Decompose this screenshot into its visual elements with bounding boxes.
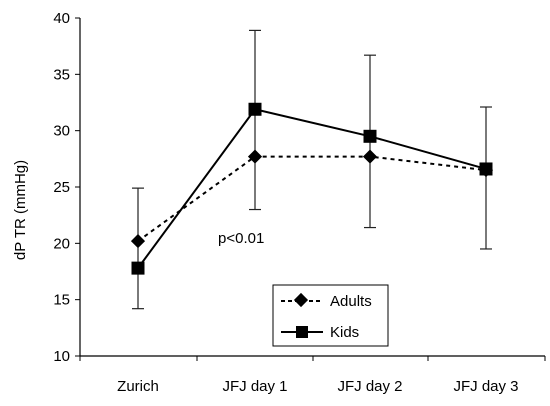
error-bars: [132, 29, 492, 310]
y-tick-label: 30: [53, 123, 70, 140]
data-point-adults: [362, 149, 378, 164]
series-markers: [130, 102, 494, 275]
legend-kids-label: Kids: [330, 324, 359, 341]
legend: Adults Kids: [272, 284, 389, 347]
x-tick-label: JFJ day 3: [453, 378, 518, 395]
series-lines: [137, 108, 487, 269]
x-tick-label: Zurich: [117, 378, 159, 395]
legend-kids-marker: [296, 326, 308, 338]
data-point-adults: [247, 149, 263, 164]
x-tick-label: JFJ day 2: [337, 378, 402, 395]
y-axis-ticks: 10 15 20 25 30 35 40: [53, 10, 80, 365]
data-point-kids: [363, 129, 377, 143]
x-axis-ticks: Zurich JFJ day 1 JFJ day 2 JFJ day 3: [79, 356, 546, 395]
series-line-adults: [137, 155, 487, 242]
x-tick-label: JFJ day 1: [222, 378, 287, 395]
legend-adults-label: Adults: [330, 293, 372, 310]
series-line-kids: [137, 108, 487, 269]
y-tick-label: 25: [53, 179, 70, 196]
y-tick-label: 35: [53, 66, 70, 83]
legend-box: [272, 284, 389, 347]
data-point-kids: [131, 261, 145, 275]
y-tick-label: 40: [53, 10, 70, 27]
y-tick-label: 20: [53, 235, 70, 252]
y-tick-label: 15: [53, 292, 70, 309]
p-value-annotation: p<0.01: [218, 230, 264, 247]
data-point-kids: [479, 162, 493, 176]
y-axis-label: dP TR (mmHg): [12, 160, 29, 260]
y-tick-label: 10: [53, 348, 70, 365]
data-point-adults: [130, 234, 146, 249]
legend-adults-marker: [293, 292, 309, 308]
data-point-kids: [248, 102, 262, 116]
